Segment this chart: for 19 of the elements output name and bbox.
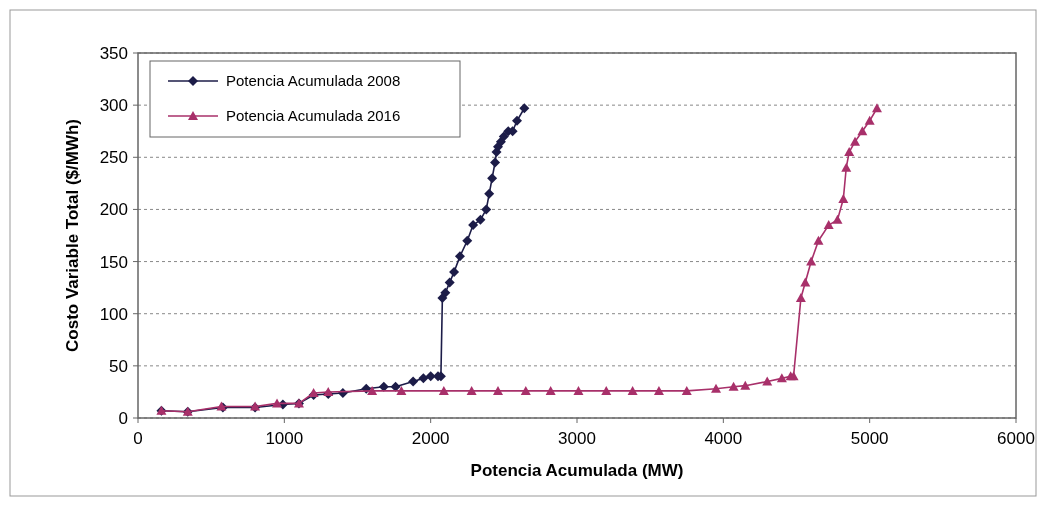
x-tick-label: 1000: [265, 429, 304, 448]
x-tick-label: 0: [133, 429, 143, 448]
x-tick-label: 6000: [997, 429, 1035, 448]
y-tick-label: 50: [109, 356, 128, 376]
y-tick-label: 0: [118, 408, 128, 428]
x-axis-title: Potencia Acumulada (MW): [470, 461, 684, 480]
y-axis-title: Costo Variable Total ($/MWh): [63, 119, 82, 352]
y-tick-label: 250: [99, 148, 128, 168]
y-tick-label: 300: [99, 96, 128, 116]
x-tick-label: 2000: [411, 429, 450, 448]
x-tick-label: 3000: [558, 429, 596, 448]
y-tick-label: 150: [99, 252, 128, 272]
legend-label: Potencia Acumulada 2008: [226, 72, 401, 90]
y-tick-label: 200: [99, 200, 128, 220]
y-tick-label: 350: [99, 43, 128, 63]
x-tick-label: 4000: [704, 429, 743, 448]
legend-label: Potencia Acumulada 2016: [226, 107, 401, 125]
y-tick-label: 100: [99, 304, 128, 324]
x-tick-label: 5000: [850, 429, 889, 448]
